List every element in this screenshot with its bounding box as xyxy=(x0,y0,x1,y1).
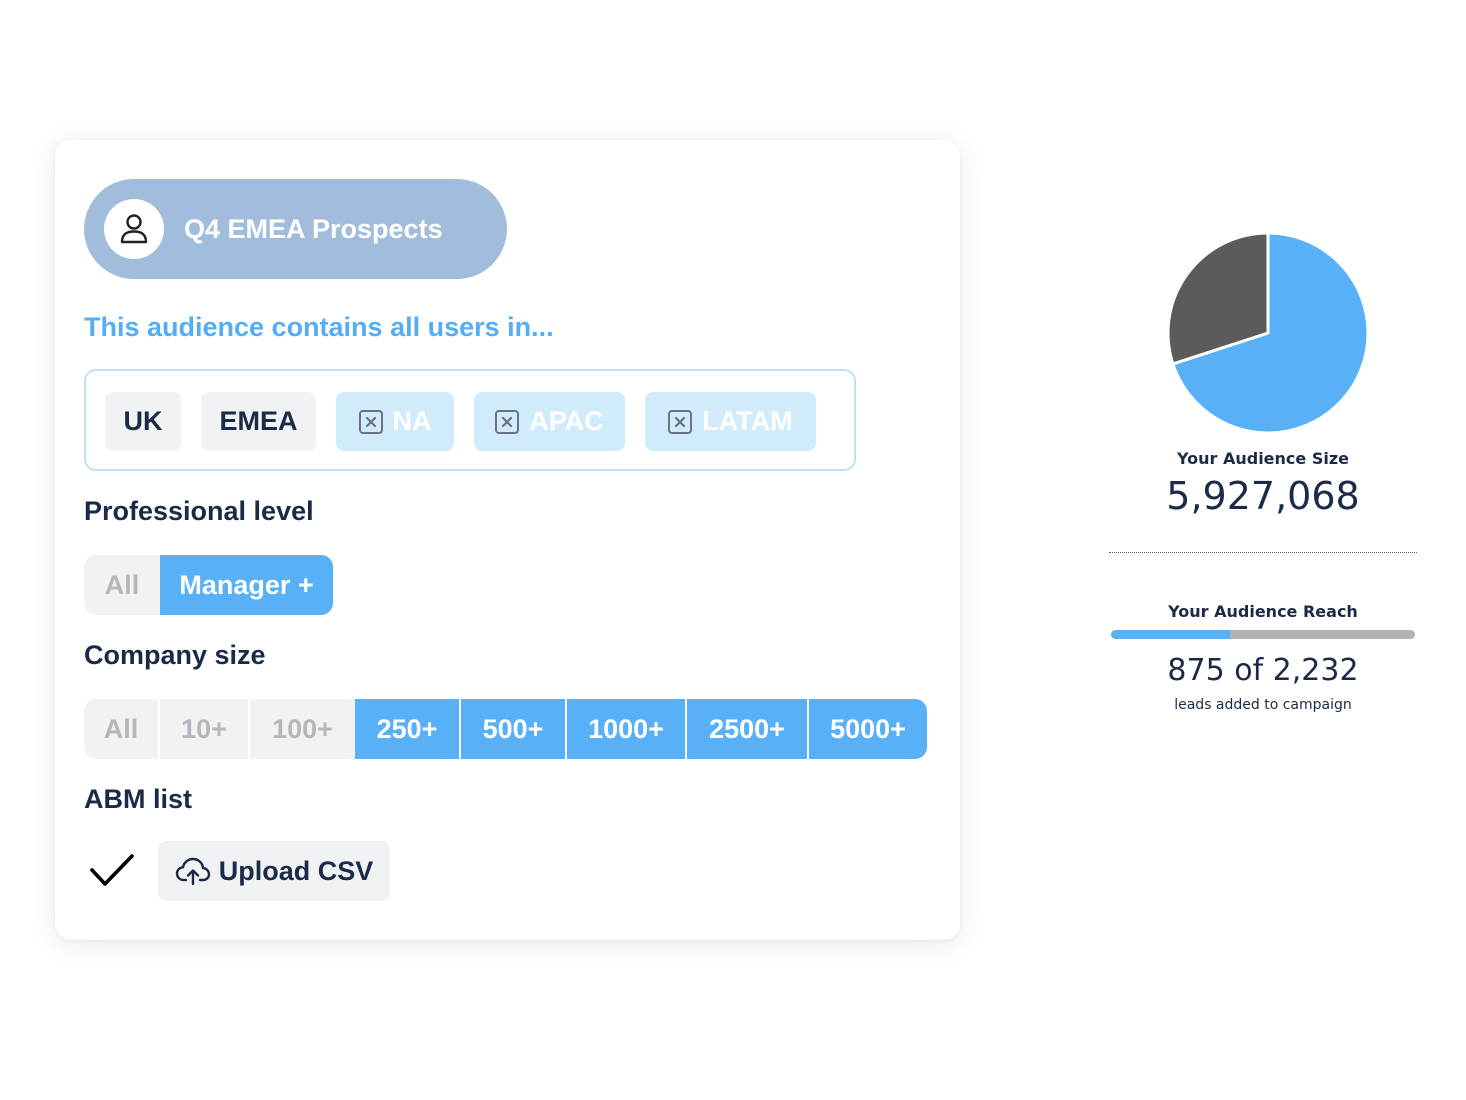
user-icon xyxy=(104,199,164,259)
company-size-selector: All 10+ 100+ 250+ 500+ 1000+ 2500+ 5000+ xyxy=(84,699,927,759)
region-chip-label: NA xyxy=(392,406,432,436)
region-chip-apac[interactable]: APAC xyxy=(474,392,625,451)
close-box-icon xyxy=(358,409,383,434)
region-chip-latam[interactable]: LATAM xyxy=(645,392,816,451)
close-box-icon xyxy=(668,409,693,434)
checkmark-icon[interactable] xyxy=(89,852,135,895)
audience-reach-fill xyxy=(1111,630,1231,639)
pie-slice-1 xyxy=(1166,231,1270,366)
abm-list-label: ABM list xyxy=(84,784,192,814)
upload-csv-button[interactable]: Upload CSV xyxy=(158,841,390,901)
upload-csv-label: Upload CSV xyxy=(218,855,374,886)
size-option-250[interactable]: 250+ xyxy=(355,699,459,759)
level-option-manager[interactable]: Manager + xyxy=(160,555,333,615)
size-option-2500[interactable]: 2500+ xyxy=(685,699,807,759)
professional-level-selector: All Manager + xyxy=(84,555,333,615)
audience-description: This audience contains all users in... xyxy=(84,312,554,342)
audience-reach-bar xyxy=(1111,630,1415,639)
size-option-all[interactable]: All xyxy=(84,699,158,759)
region-chip-label: LATAM xyxy=(702,406,793,436)
size-option-5000[interactable]: 5000+ xyxy=(807,699,927,759)
level-option-all[interactable]: All xyxy=(84,555,160,615)
region-chip-uk[interactable]: UK xyxy=(105,392,181,451)
size-option-500[interactable]: 500+ xyxy=(459,699,565,759)
audience-reach-label: Your Audience Reach xyxy=(1168,602,1358,621)
size-option-100[interactable]: 100+ xyxy=(248,699,355,759)
audience-name-pill[interactable]: Q4 EMEA Prospects xyxy=(84,179,507,279)
close-box-icon xyxy=(495,409,520,434)
region-chip-label: EMEA xyxy=(219,406,298,436)
audience-pie-chart xyxy=(1166,231,1370,435)
company-size-label: Company size xyxy=(84,640,266,670)
cloud-upload-icon xyxy=(175,857,210,886)
audience-reach-value: 875 of 2,232 xyxy=(1167,653,1359,688)
size-option-10[interactable]: 10+ xyxy=(158,699,248,759)
region-chip-na[interactable]: NA xyxy=(336,392,454,451)
stats-divider xyxy=(1109,552,1417,553)
region-selector: UK EMEA NA APAC LATAM xyxy=(84,369,856,471)
region-chip-label: APAC xyxy=(529,406,604,436)
audience-size-label: Your Audience Size xyxy=(1177,449,1349,468)
audience-reach-caption: leads added to campaign xyxy=(1174,697,1352,713)
audience-size-value: 5,927,068 xyxy=(1166,474,1360,518)
professional-level-label: Professional level xyxy=(84,496,314,526)
region-chip-label: UK xyxy=(123,406,163,436)
audience-card: Q4 EMEA Prospects This audience contains… xyxy=(55,140,960,940)
pie-slice-0 xyxy=(1171,231,1370,435)
region-chip-emea[interactable]: EMEA xyxy=(201,392,316,451)
audience-name: Q4 EMEA Prospects xyxy=(184,213,443,244)
size-option-1000[interactable]: 1000+ xyxy=(565,699,685,759)
